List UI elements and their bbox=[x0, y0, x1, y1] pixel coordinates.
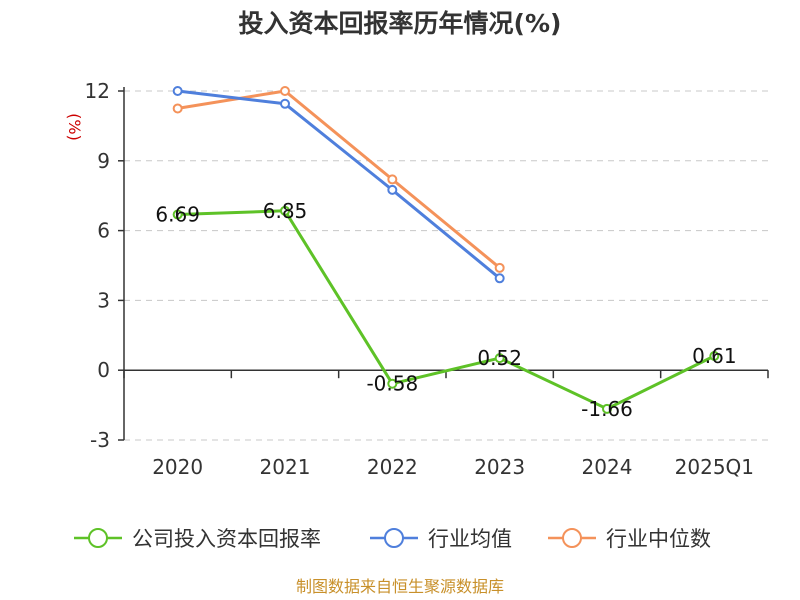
legend: 公司投入资本回报率 行业均值 行业中位数 bbox=[74, 527, 711, 551]
data-point bbox=[709, 351, 720, 362]
data-point bbox=[602, 403, 612, 414]
series-line-1 bbox=[177, 89, 501, 280]
x-tick-label: 2025Q1 bbox=[675, 455, 754, 479]
series-lines bbox=[172, 86, 720, 414]
legend-marker bbox=[384, 528, 404, 548]
y-tick-label: -3 bbox=[90, 428, 110, 452]
legend-label: 行业中位数 bbox=[606, 527, 711, 551]
data-point bbox=[494, 273, 505, 284]
y-tick-label: 6 bbox=[97, 219, 110, 243]
data-point bbox=[172, 86, 183, 96]
data-point bbox=[387, 184, 398, 195]
data-point bbox=[387, 378, 398, 389]
x-tick-label: 2024 bbox=[582, 455, 633, 479]
data-label: -1.66 bbox=[581, 397, 633, 421]
data-label: 0.61 bbox=[692, 344, 737, 368]
y-tick-label: 3 bbox=[97, 288, 110, 312]
series-line-0 bbox=[177, 209, 715, 411]
y-tick-label: 12 bbox=[85, 79, 110, 103]
data-label: -0.58 bbox=[366, 372, 418, 396]
data-point bbox=[494, 262, 505, 273]
legend-marker bbox=[562, 528, 582, 548]
y-tick-label: 0 bbox=[97, 358, 110, 382]
legend-label: 公司投入资本回报率 bbox=[132, 527, 321, 551]
y-tick-label: 9 bbox=[97, 149, 110, 173]
data-point bbox=[172, 209, 183, 220]
data-point bbox=[172, 103, 183, 114]
legend-label: 行业均值 bbox=[428, 527, 512, 551]
series-line-2 bbox=[177, 89, 501, 269]
data-label: 6.85 bbox=[263, 199, 308, 223]
y-axis-unit: (%) bbox=[65, 113, 84, 141]
data-label: 6.69 bbox=[155, 203, 200, 227]
source-note: 制图数据来自恒生聚源数据库 bbox=[296, 577, 504, 596]
grid-lines bbox=[124, 90, 768, 441]
axes: -3 0 3 6 9 12 2020 2021 2022 2023 2024 2025Q1 bbox=[85, 79, 769, 479]
data-point bbox=[494, 353, 505, 364]
x-tick-label: 2021 bbox=[260, 455, 311, 479]
data-point bbox=[280, 205, 290, 216]
x-tick-label: 2022 bbox=[367, 455, 418, 479]
data-labels: 6.69 6.85 -0.58 0.52 -1.66 0.61 bbox=[155, 199, 736, 421]
chart-title: 投入资本回报率历年情况(%) bbox=[239, 9, 562, 38]
x-tick-label: 2023 bbox=[474, 455, 525, 479]
data-point bbox=[280, 86, 290, 96]
data-label: 0.52 bbox=[477, 346, 522, 370]
data-point bbox=[280, 98, 290, 109]
legend-marker bbox=[88, 528, 108, 548]
x-tick-label: 2020 bbox=[152, 455, 203, 479]
data-point bbox=[387, 174, 398, 185]
